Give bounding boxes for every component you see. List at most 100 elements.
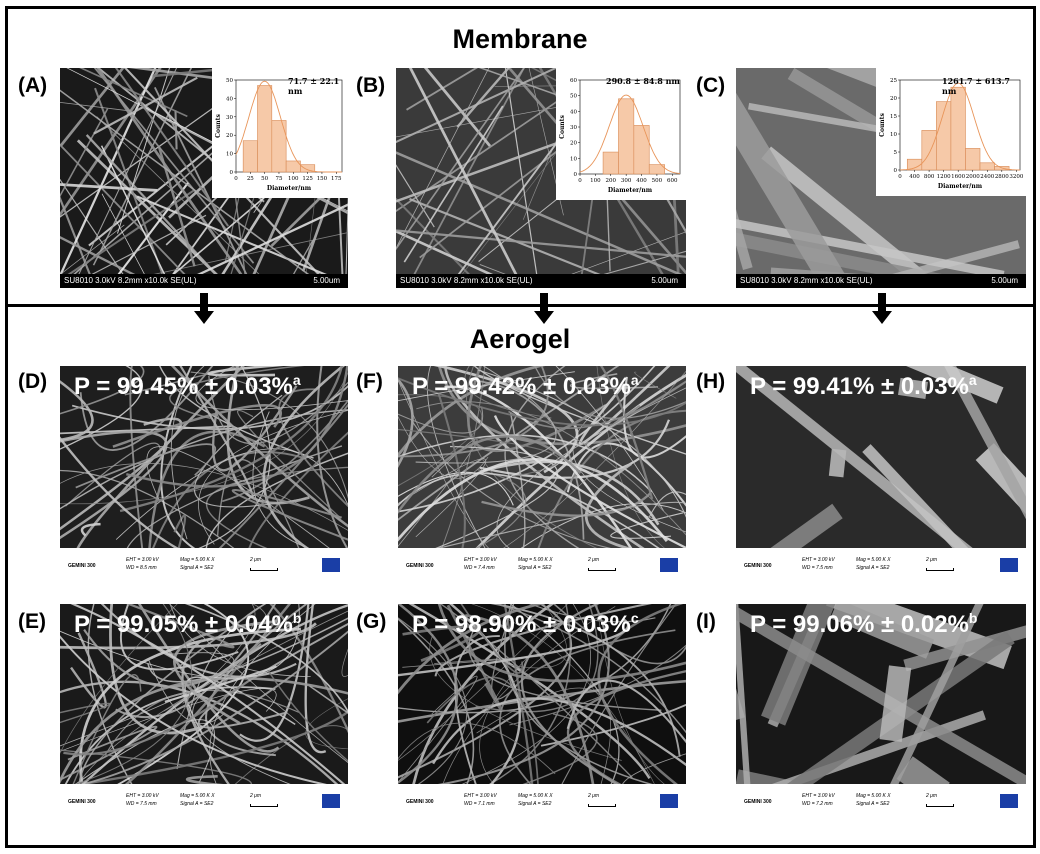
fiber xyxy=(537,409,686,548)
fiber xyxy=(190,371,348,500)
fiber xyxy=(396,68,490,249)
x-tick-label: 125 xyxy=(302,176,313,182)
histogram-bar xyxy=(921,130,937,171)
x-tick-label: 100 xyxy=(590,178,601,184)
y-tick-label: 20 xyxy=(226,133,233,139)
y-tick-label: 0 xyxy=(574,172,578,178)
fiber xyxy=(164,665,277,703)
fiber xyxy=(60,195,97,288)
eht-wd: EHT = 3.00 kV WD = 7.2 mm xyxy=(802,792,835,808)
fiber xyxy=(125,604,235,649)
y-tick-label: 0 xyxy=(894,168,898,174)
fiber xyxy=(60,68,157,279)
fiber xyxy=(736,209,753,270)
fiber xyxy=(169,604,348,764)
fiber xyxy=(477,369,686,518)
x-tick-label: 150 xyxy=(317,176,328,182)
fiber xyxy=(398,458,668,543)
membrane-title: Membrane xyxy=(452,24,588,54)
fiber xyxy=(879,665,912,743)
signal: Signal A = SE2 xyxy=(518,801,552,807)
fiber xyxy=(182,604,256,704)
porosity-label: P = 99.42% ± 0.03%a xyxy=(412,372,639,401)
fiber xyxy=(437,393,466,548)
fiber xyxy=(398,618,630,677)
y-axis-label: Counts xyxy=(559,115,566,139)
fiber xyxy=(60,143,200,288)
fiber xyxy=(585,462,633,548)
fiber xyxy=(148,659,226,724)
fiber xyxy=(599,366,654,500)
fiber xyxy=(890,604,984,784)
histogram-c: 0 400 800 1200 1600 2000 2400 2800 3200 0 5 10 15 20 2… xyxy=(876,68,1026,196)
x-tick-label: 100 xyxy=(288,176,299,182)
fiber xyxy=(305,698,348,750)
fiber xyxy=(79,68,188,118)
fiber xyxy=(79,366,214,451)
fiber xyxy=(444,366,645,548)
eht-wd: EHT = 3.00 kV WD = 7.5 mm xyxy=(802,556,835,572)
y-tick-label: 0 xyxy=(230,170,234,176)
fiber xyxy=(566,670,686,784)
fiber xyxy=(736,219,1005,280)
fiber xyxy=(436,501,686,548)
scale-text: 2 μm xyxy=(250,557,262,563)
fiber xyxy=(115,604,276,719)
fiber xyxy=(74,604,193,784)
fiber xyxy=(398,415,489,479)
fiber xyxy=(456,68,511,128)
x-tick-label: 2800 xyxy=(995,174,1009,180)
fiber xyxy=(398,428,560,478)
mag-signal: Mag = 5.00 K X Signal A = SE2 xyxy=(180,792,215,808)
significance-letter: a xyxy=(968,372,977,388)
sem-scale: 5.00um xyxy=(651,276,678,285)
label-d: (D) xyxy=(18,370,48,393)
fiber xyxy=(60,436,179,548)
fiber xyxy=(396,151,686,279)
fiber xyxy=(648,491,686,518)
wd: WD = 7.2 mm xyxy=(802,801,833,807)
fiber-texture xyxy=(60,366,348,548)
fiber xyxy=(398,366,546,458)
significance-letter: c xyxy=(630,610,639,626)
fiber xyxy=(96,68,253,288)
fiber xyxy=(398,434,653,493)
fiber xyxy=(437,366,686,446)
instrument-label: GEMINI 300 xyxy=(406,799,434,805)
fiber xyxy=(432,697,686,767)
fiber xyxy=(160,366,196,548)
sem-image-i: P = 99.06% ± 0.02%b GEMINI 300 EHT = 3.00… xyxy=(736,604,1026,820)
wd: WD = 7.5 mm xyxy=(802,565,833,571)
fiber xyxy=(898,377,928,399)
histogram-bar xyxy=(950,86,966,171)
down-arrow-icon xyxy=(534,293,554,324)
down-arrow-icon xyxy=(872,293,892,324)
fit-curve xyxy=(899,82,1021,171)
fiber xyxy=(540,703,686,747)
histogram-bar xyxy=(618,98,635,175)
fiber xyxy=(396,229,686,258)
mag: Mag = 5.00 K X xyxy=(180,793,215,799)
fiber xyxy=(435,445,559,548)
fiber xyxy=(267,670,348,762)
histogram-bar xyxy=(965,148,981,171)
fiber xyxy=(736,606,1026,784)
fiber xyxy=(406,68,478,111)
eht-wd: EHT = 3.00 kV WD = 7.4 mm xyxy=(464,556,497,572)
fiber-texture xyxy=(60,604,348,784)
x-tick-label: 600 xyxy=(667,178,678,184)
fiber xyxy=(415,366,557,464)
mag: Mag = 5.00 K X xyxy=(856,557,891,563)
zeiss-info-bar: GEMINI 300 EHT = 3.00 kV WD = 7.1 mm Mag = … xyxy=(398,784,686,820)
mag-signal: Mag = 5.00 K X Signal A = SE2 xyxy=(856,792,891,808)
label-g: (G) xyxy=(356,610,387,633)
x-tick-label: 400 xyxy=(636,178,647,184)
porosity-value: P = 98.90% ± 0.03% xyxy=(412,611,631,638)
fiber xyxy=(60,101,132,112)
fiber xyxy=(126,366,348,488)
fiber xyxy=(398,471,514,506)
eht-wd: EHT = 3.00 kV WD = 7.1 mm xyxy=(464,792,497,808)
fiber xyxy=(71,68,178,288)
fiber xyxy=(129,366,144,548)
fiber xyxy=(622,753,686,784)
